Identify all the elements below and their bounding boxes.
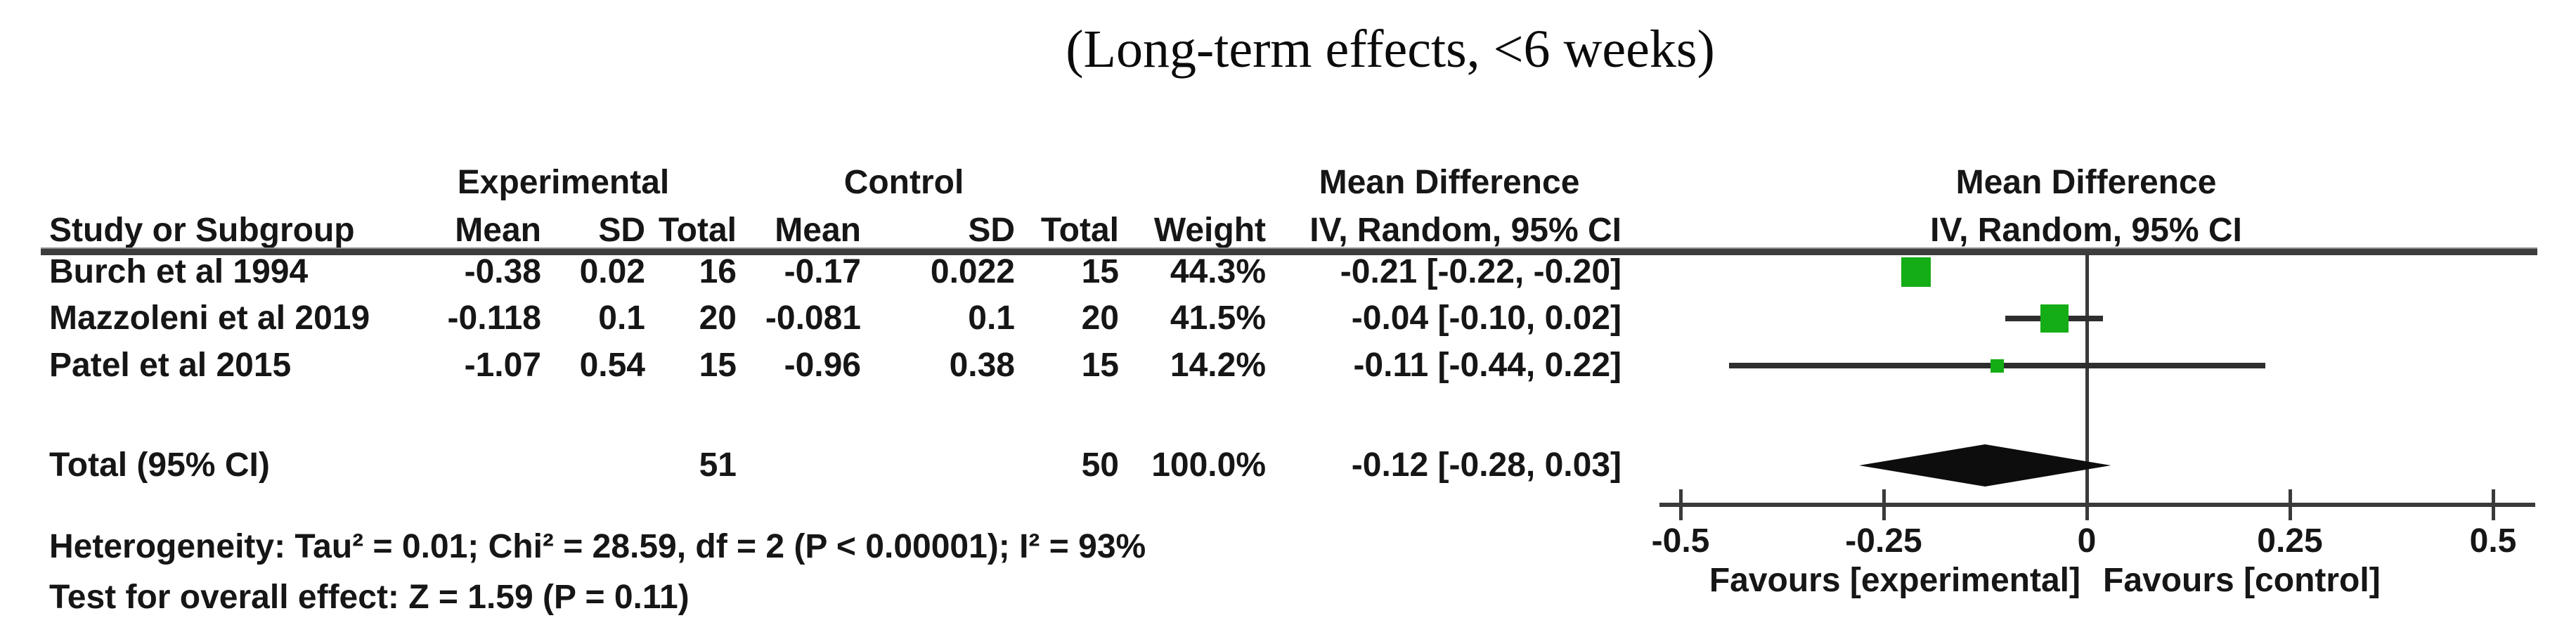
x-axis-tick-3 <box>2289 489 2292 520</box>
header-rule <box>41 247 2537 255</box>
header-mean-difference-plot: Mean Difference <box>1955 164 2217 201</box>
col-header-ctrl-total: Total <box>1040 212 1119 249</box>
table-row-2-cell-2: 0.54 <box>579 347 645 384</box>
col-header-ctrl-sd: SD <box>968 212 1015 249</box>
x-axis-tick-label-0: -0.5 <box>1651 522 1710 560</box>
point-estimate-square-2 <box>1991 359 2005 373</box>
total-row-weight: 100.0% <box>1151 446 1266 484</box>
x-axis-line <box>1659 503 2535 507</box>
zero-effect-line <box>2085 254 2089 505</box>
table-row-1-cell-0: Mazzoleni et al 2019 <box>49 300 370 337</box>
col-header-exp-total: Total <box>658 212 737 249</box>
x-axis-tick-4 <box>2492 489 2495 520</box>
x-axis-tick-label-4: 0.5 <box>2469 522 2517 560</box>
col-header-iv-random-plot: IV, Random, 95% CI <box>1930 212 2242 249</box>
table-row-2-cell-1: -1.07 <box>464 347 541 384</box>
figure-title: (Long-term effects, <6 weeks) <box>1066 20 1715 79</box>
point-estimate-square-1 <box>2040 304 2069 333</box>
table-row-2-cell-8: -0.11 [-0.44, 0.22] <box>1353 347 1622 384</box>
total-row-exp-total: 51 <box>699 446 737 484</box>
col-header-exp-mean: Mean <box>455 212 541 249</box>
table-row-0-cell-4: -0.17 <box>784 253 861 290</box>
table-row-2-cell-6: 15 <box>1081 347 1119 384</box>
table-row-0-cell-1: -0.38 <box>464 253 541 290</box>
col-header-weight: Weight <box>1153 212 1266 249</box>
point-estimate-square-0 <box>1901 257 1931 287</box>
table-row-2-cell-5: 0.38 <box>949 347 1015 384</box>
col-header-ctrl-mean: Mean <box>775 212 861 249</box>
heterogeneity-line: Heterogeneity: Tau² = 0.01; Chi² = 28.59… <box>49 528 1146 565</box>
col-header-study: Study or Subgroup <box>49 212 355 249</box>
table-row-2-cell-4: -0.96 <box>784 347 861 384</box>
table-row-0-cell-5: 0.022 <box>930 253 1015 290</box>
col-header-exp-sd: SD <box>598 212 645 249</box>
table-row-1-cell-1: -0.118 <box>447 300 541 337</box>
total-row-ci: -0.12 [-0.28, 0.03] <box>1351 446 1622 484</box>
favours-control-label: Favours [control] <box>2103 562 2381 599</box>
table-row-1-cell-7: 41.5% <box>1170 300 1266 337</box>
header-control-group: Control <box>843 164 964 201</box>
x-axis-tick-label-2: 0 <box>2077 522 2097 560</box>
table-row-0-cell-7: 44.3% <box>1170 253 1266 290</box>
table-row-1-cell-5: 0.1 <box>968 300 1015 337</box>
pooled-effect-diamond <box>1859 444 2111 487</box>
table-row-2-cell-7: 14.2% <box>1170 347 1266 384</box>
header-experimental-group: Experimental <box>457 164 670 201</box>
table-row-0-cell-3: 16 <box>699 253 737 290</box>
x-axis-tick-2 <box>2085 489 2089 520</box>
table-row-1-cell-6: 20 <box>1081 300 1119 337</box>
col-header-iv-random: IV, Random, 95% CI <box>1309 212 1622 249</box>
total-row-label: Total (95% CI) <box>49 446 270 484</box>
total-row-ctrl-total: 50 <box>1081 446 1119 484</box>
table-row-0-cell-6: 15 <box>1081 253 1119 290</box>
overall-effect-line: Test for overall effect: Z = 1.59 (P = 0… <box>49 579 690 616</box>
table-row-0-cell-2: 0.02 <box>579 253 645 290</box>
table-row-0-cell-8: -0.21 [-0.22, -0.20] <box>1340 253 1622 290</box>
x-axis-tick-label-3: 0.25 <box>2257 522 2323 560</box>
table-row-1-cell-4: -0.081 <box>765 300 861 337</box>
table-row-0-cell-0: Burch et al 1994 <box>49 253 309 290</box>
x-axis-tick-label-1: -0.25 <box>1845 522 1922 560</box>
table-row-2-cell-3: 15 <box>699 347 737 384</box>
table-row-1-cell-8: -0.04 [-0.10, 0.02] <box>1351 300 1622 337</box>
favours-experimental-label: Favours [experimental] <box>1709 562 2080 599</box>
x-axis-tick-0 <box>1679 489 1683 520</box>
table-row-1-cell-3: 20 <box>699 300 737 337</box>
header-mean-difference: Mean Difference <box>1319 164 1580 201</box>
table-row-2-cell-0: Patel et al 2015 <box>49 347 292 384</box>
x-axis-tick-1 <box>1882 489 1886 520</box>
table-row-1-cell-2: 0.1 <box>598 300 645 337</box>
